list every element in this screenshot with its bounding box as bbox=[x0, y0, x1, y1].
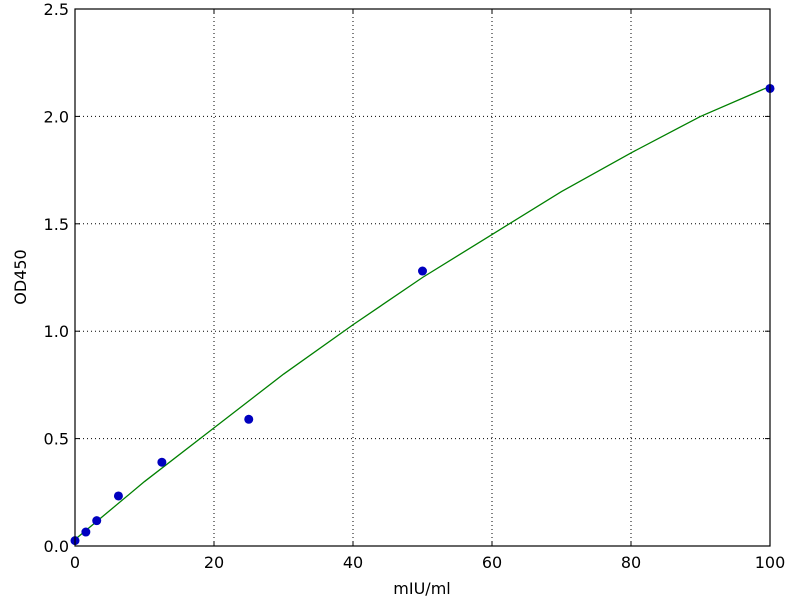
data-point bbox=[418, 266, 427, 276]
fit-line-layer bbox=[74, 85, 771, 541]
y-tick-label: 0.5 bbox=[44, 430, 69, 449]
y-tick-label: 0.0 bbox=[44, 537, 69, 556]
points-layer bbox=[70, 83, 775, 546]
data-point bbox=[113, 491, 123, 501]
x-tick-label: 40 bbox=[343, 553, 363, 572]
data-point bbox=[244, 414, 254, 424]
x-tick-label: 80 bbox=[621, 553, 641, 572]
y-tick-label: 2.0 bbox=[44, 107, 69, 126]
fit-curve bbox=[74, 85, 771, 541]
x-tick-label: 100 bbox=[755, 553, 786, 572]
y-tick-label: 1.5 bbox=[44, 215, 69, 234]
plot-frame bbox=[74, 8, 771, 547]
x-tick-label: 0 bbox=[70, 553, 80, 572]
x-axis-label: mIU/ml bbox=[393, 579, 450, 598]
data-point bbox=[157, 457, 167, 467]
x-tick-label: 60 bbox=[482, 553, 502, 572]
y-axis-label: OD450 bbox=[11, 249, 30, 304]
data-point bbox=[92, 516, 102, 526]
y-tick-label: 2.5 bbox=[44, 0, 69, 19]
data-point bbox=[81, 527, 91, 537]
x-tick-label: 20 bbox=[204, 553, 224, 572]
y-tick-label: 1.0 bbox=[44, 322, 69, 341]
ticks: 0 20 40 60 80 100 0.0 0.5 1.0 1.5 2.0 2.5 bbox=[44, 0, 786, 572]
